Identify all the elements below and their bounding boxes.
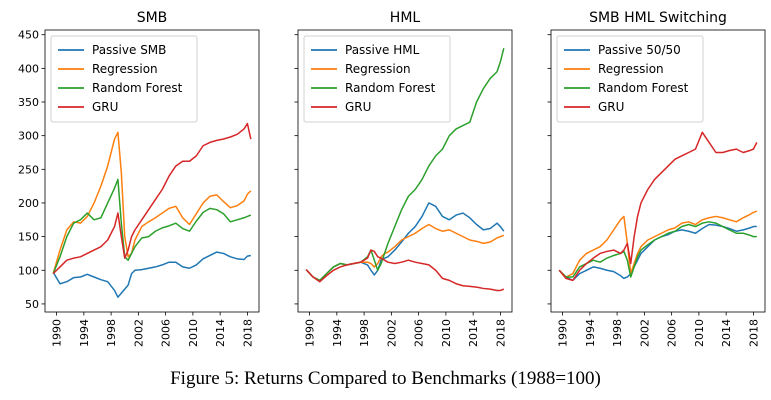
hml-series-gru (305, 249, 505, 292)
hml-title: HML (390, 10, 421, 26)
smb-hml-switching-chart: SMB HML Switching 1990 1994 1998 2002 2006 201… (547, 10, 766, 347)
hml-xtick-label-1998: 1998 (358, 319, 371, 347)
smb-ytick-label-100: 100 (18, 264, 39, 277)
smb-hml-switching-series-gru (558, 131, 758, 282)
hml-axes-frame (297, 29, 513, 313)
hml-legend-label-passive-hml: Passive HML (345, 43, 420, 57)
smb-xtick-label-1998: 1998 (105, 319, 118, 347)
smb-series-group (52, 122, 252, 298)
smb-xtick-label-2018: 2018 (241, 319, 254, 347)
smb-xtick-label-1990: 1990 (51, 319, 64, 347)
smb-axes-frame (44, 29, 260, 313)
smb-legend-box (50, 35, 198, 123)
smb-hml-switching-title: SMB HML Switching (589, 10, 727, 26)
hml-legend-label-regression: Regression (345, 62, 411, 76)
smb-hml-switching-xtick-label-1998: 1998 (611, 319, 624, 347)
smb-title: SMB (137, 10, 168, 26)
smb-chart: SMB 50 100 150 200 250 300 350 400 450 1990 1994 199… (18, 10, 260, 347)
smb-hml-switching-series-random-forest (558, 221, 757, 278)
smb-hml-switching-legend-label-random-forest: Random Forest (598, 81, 689, 95)
hml-xtick-label-2006: 2006 (413, 319, 426, 347)
smb-hml-switching-xtick-label-1990: 1990 (557, 319, 570, 347)
smb-series-regression (52, 131, 252, 274)
smb-legend-label-gru: GRU (92, 100, 118, 114)
smb-hml-switching-axes-frame (550, 29, 766, 313)
smb-xtick-label-1994: 1994 (78, 319, 91, 347)
smb-ytick-label-300: 300 (18, 130, 39, 143)
smb-hml-switching-xtick-label-2002: 2002 (638, 319, 651, 347)
smb-legend: Passive SMB Regression Random Forest GRU (50, 35, 198, 123)
hml-xtick-label-1990: 1990 (304, 319, 317, 347)
smb-hml-switching-xtick-label-2010: 2010 (693, 319, 706, 347)
smb-legend-label-passive-smb: Passive SMB (92, 43, 166, 57)
hml-legend-label-random-forest: Random Forest (345, 81, 436, 95)
hml-xtick-label-2002: 2002 (385, 319, 398, 347)
hml-series-group (305, 47, 505, 292)
smb-series-gru (52, 122, 252, 275)
hml-legend-box (303, 35, 451, 123)
smb-ytick-label-200: 200 (18, 197, 39, 210)
smb-hml-switching-xtick-label-2006: 2006 (666, 319, 679, 347)
hml-xtick-label-1994: 1994 (331, 319, 344, 347)
smb-series-passive-smb (52, 251, 251, 298)
hml-legend: Passive HML Regression Random Forest GRU (303, 35, 451, 123)
smb-hml-switching-legend-label-gru: GRU (598, 100, 624, 114)
smb-hml-switching-xtick-label-2018: 2018 (747, 319, 760, 347)
hml-series-regression (305, 223, 505, 282)
smb-ytick-label-50: 50 (25, 298, 39, 311)
smb-ytick-label-350: 350 (18, 96, 39, 109)
smb-hml-switching-xtick-label-1994: 1994 (584, 319, 597, 347)
smb-xtick-label-2006: 2006 (160, 319, 173, 347)
smb-series-random-forest (52, 178, 252, 274)
smb-hml-switching-legend-label-passive-50-50: Passive 50/50 (598, 43, 681, 57)
smb-hml-switching-legend-box (556, 35, 704, 123)
smb-xtick-label-2014: 2014 (214, 319, 227, 347)
smb-hml-switching-xtick-label-2014: 2014 (720, 319, 733, 347)
hml-xtick-label-2018: 2018 (494, 319, 507, 347)
hml-xtick-label-2010: 2010 (440, 319, 453, 347)
hml-legend-label-gru: GRU (345, 100, 371, 114)
smb-ytick-label-250: 250 (18, 163, 39, 176)
smb-ytick-label-150: 150 (18, 231, 39, 244)
hml-chart: HML 1990 1994 1998 2002 2006 2010 2014 2018 Passi… (294, 10, 513, 347)
smb-hml-switching-legend: Passive 50/50 Regression Random Forest GRU (556, 35, 704, 123)
smb-legend-label-regression: Regression (92, 62, 158, 76)
smb-ytick-label-400: 400 (18, 62, 39, 75)
figure-caption: Figure 5: Returns Compared to Benchmarks… (170, 368, 601, 389)
hml-xtick-label-2014: 2014 (467, 319, 480, 347)
smb-xtick-label-2002: 2002 (132, 319, 145, 347)
smb-xtick-label-2010: 2010 (187, 319, 200, 347)
smb-ytick-label-450: 450 (18, 29, 39, 42)
smb-hml-switching-legend-label-regression: Regression (598, 62, 664, 76)
smb-hml-switching-series-group (558, 131, 758, 282)
hml-series-random-forest (305, 47, 505, 282)
smb-hml-switching-series-regression (558, 210, 758, 278)
smb-legend-label-random-forest: Random Forest (92, 81, 183, 95)
